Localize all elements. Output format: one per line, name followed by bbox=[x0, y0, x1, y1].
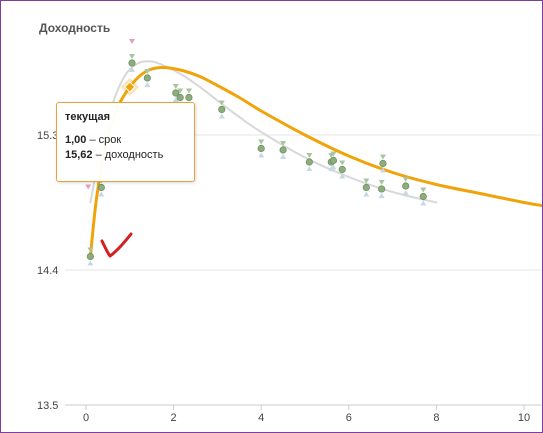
bond-point bbox=[329, 156, 338, 165]
pink-marker bbox=[128, 39, 135, 44]
bond-point bbox=[379, 159, 387, 168]
reference-curve-line bbox=[89, 60, 438, 204]
bond-point bbox=[362, 183, 370, 192]
bond-point bbox=[176, 93, 184, 102]
tooltip-row-yield: 15,62 – доходность bbox=[65, 148, 186, 163]
bond-marker-top bbox=[378, 180, 385, 185]
annotation-layer bbox=[100, 232, 133, 258]
bond-marker-top bbox=[379, 154, 386, 160]
bond-marker-bottom bbox=[330, 164, 337, 170]
bond-marker-bottom bbox=[258, 152, 265, 158]
bond-marker-top bbox=[144, 69, 151, 74]
bond-point bbox=[305, 158, 313, 166]
bond-point bbox=[143, 74, 151, 82]
tooltip-term-value: 1,00 bbox=[65, 134, 87, 146]
bond-point bbox=[185, 93, 193, 102]
x-tick-label: 6 bbox=[346, 412, 352, 424]
y-tick-label: 15.3 bbox=[37, 130, 58, 142]
tooltip-yield-value: 15,62 bbox=[65, 149, 93, 161]
tooltip-title: текущая bbox=[65, 111, 111, 123]
bond-point bbox=[86, 252, 94, 261]
x-tick-label: 10 bbox=[518, 412, 530, 424]
bond-point bbox=[378, 185, 386, 193]
bond-marker-bottom bbox=[87, 260, 94, 266]
bond-marker-top bbox=[128, 54, 135, 59]
bond-marker-bottom bbox=[306, 166, 313, 171]
bond-marker-bottom bbox=[280, 154, 287, 159]
bond-marker-top bbox=[363, 178, 370, 184]
y-tick-label: 14.4 bbox=[37, 265, 58, 277]
bond-marker-top bbox=[306, 153, 313, 158]
tooltip: текущая 1,00 – срок 15,62 – доходность bbox=[56, 102, 195, 182]
bond-marker-bottom bbox=[379, 167, 386, 173]
bond-marker-top bbox=[172, 84, 179, 89]
bond-point bbox=[172, 89, 180, 97]
bond-marker-bottom bbox=[218, 113, 225, 119]
bond-marker-bottom bbox=[420, 200, 427, 206]
axes: 13.5 14.4 15.3 0 2 4 6 8 10 bbox=[37, 130, 541, 424]
bond-marker-top bbox=[185, 88, 192, 94]
checkmark-annotation bbox=[100, 232, 133, 258]
bond-marker-bottom bbox=[98, 191, 105, 197]
x-tick-label: 8 bbox=[433, 412, 439, 424]
bond-point bbox=[279, 146, 287, 154]
bond-marker-bottom bbox=[363, 191, 370, 197]
y-tick-label: 13.5 bbox=[37, 400, 58, 412]
bond-marker-bottom bbox=[339, 173, 346, 179]
chart-title: Доходность bbox=[39, 21, 111, 35]
bond-point bbox=[402, 182, 410, 190]
bond-marker-top bbox=[402, 177, 409, 182]
bond-marker-top bbox=[258, 139, 265, 145]
x-tick-label: 0 bbox=[83, 412, 89, 424]
bond-point bbox=[218, 105, 226, 114]
tooltip-term-label: – срок bbox=[86, 134, 122, 146]
bond-marker-bottom bbox=[128, 67, 135, 72]
tooltip-row-term: 1,00 – срок bbox=[65, 133, 186, 148]
bond-marker-bottom bbox=[144, 82, 151, 87]
bond-point bbox=[419, 192, 427, 201]
bond-marker-top bbox=[330, 151, 337, 157]
bond-point bbox=[338, 165, 346, 174]
bond-marker-top bbox=[87, 247, 94, 253]
pink-marker bbox=[85, 184, 92, 190]
bond-marker-top bbox=[339, 160, 346, 166]
bond-marker-bottom bbox=[378, 193, 385, 198]
x-tick-label: 4 bbox=[258, 412, 264, 424]
x-tick-label: 2 bbox=[171, 412, 177, 424]
bond-marker-top bbox=[420, 187, 427, 193]
bond-marker-top bbox=[280, 141, 287, 146]
highlight-point bbox=[124, 81, 136, 93]
bond-marker-top bbox=[218, 100, 225, 106]
bond-marker-bottom bbox=[172, 97, 179, 102]
bond-marker-bottom bbox=[402, 190, 409, 195]
bond-point bbox=[257, 144, 265, 153]
bond-marker-top bbox=[177, 88, 184, 94]
bond-point bbox=[128, 59, 136, 67]
tooltip-yield-label: – доходность bbox=[92, 149, 164, 161]
bond-point bbox=[97, 183, 105, 192]
